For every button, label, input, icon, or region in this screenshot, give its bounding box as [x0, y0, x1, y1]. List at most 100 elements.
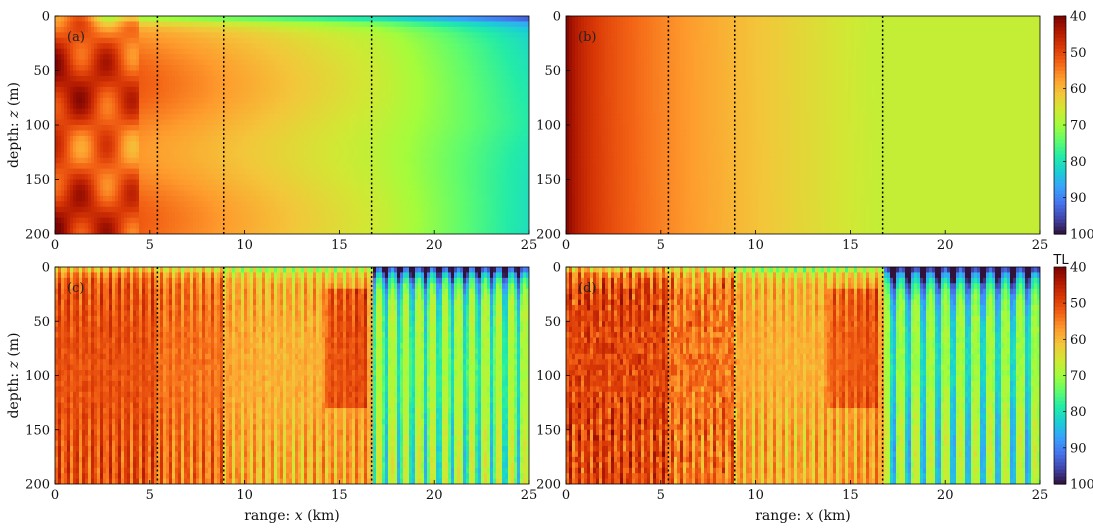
heatmap-cell: [244, 81, 248, 88]
heatmap-cell: [307, 190, 311, 197]
heatmap-cell: [100, 103, 104, 110]
heatmap-cell: [202, 163, 206, 170]
heatmap-cell: [409, 26, 413, 33]
heatmap-cell: [424, 217, 428, 224]
heatmap-cell: [385, 223, 389, 230]
heatmap-cell: [298, 86, 302, 93]
heatmap-cell: [373, 43, 377, 50]
heatmap-cell: [352, 195, 356, 202]
heatmap-cell: [160, 97, 164, 104]
heatmap-cell: [172, 119, 176, 126]
heatmap-cell: [133, 114, 137, 121]
heatmap-cell: [391, 206, 395, 213]
heatmap-cell: [328, 37, 332, 44]
heatmap-cell: [205, 54, 209, 61]
heatmap-cell: [409, 141, 413, 148]
heatmap-cell: [163, 75, 167, 82]
heatmap-cell: [367, 174, 371, 181]
heatmap-cell: [58, 119, 62, 126]
heatmap-cell: [238, 37, 242, 44]
heatmap-cell: [373, 174, 377, 181]
heatmap-cell: [343, 16, 347, 23]
heatmap-cell: [310, 108, 314, 115]
heatmap-cell: [61, 146, 65, 153]
heatmap-cell: [310, 125, 314, 132]
heatmap-cell: [319, 26, 323, 33]
heatmap-cell: [184, 37, 188, 44]
heatmap-cell: [130, 70, 134, 77]
heatmap-cell: [187, 114, 191, 121]
heatmap-cell: [415, 190, 419, 197]
heatmap-cell: [82, 32, 86, 39]
heatmap-cell: [346, 223, 350, 230]
heatmap-cell: [271, 16, 275, 23]
heatmap-cell: [373, 125, 377, 132]
heatmap-cell: [265, 206, 269, 213]
heatmap-cell: [304, 70, 308, 77]
heatmap-cell: [343, 174, 347, 181]
heatmap-cell: [205, 108, 209, 115]
heatmap-cell: [331, 26, 335, 33]
heatmap-cell: [214, 146, 218, 153]
heatmap-cell: [418, 217, 422, 224]
heatmap-cell: [250, 65, 254, 72]
heatmap-cell: [415, 201, 419, 208]
heatmap-cell: [412, 65, 416, 72]
heatmap-cell: [118, 163, 122, 170]
heatmap-cell: [208, 16, 212, 23]
heatmap-cell: [82, 92, 86, 99]
heatmap-cell: [124, 32, 128, 39]
heatmap-cell: [73, 119, 77, 126]
heatmap-cell: [262, 152, 266, 159]
heatmap-cell: [295, 146, 299, 153]
heatmap-cell: [136, 135, 140, 142]
heatmap-cell: [415, 59, 419, 66]
heatmap-cell: [313, 141, 317, 148]
heatmap-cell: [232, 16, 236, 23]
heatmap-cell: [310, 75, 314, 82]
heatmap-cell: [106, 152, 110, 159]
heatmap-cell: [322, 217, 326, 224]
heatmap-cell: [220, 195, 224, 202]
heatmap-cell: [280, 43, 284, 50]
heatmap-cell: [79, 59, 83, 66]
heatmap-cell: [298, 184, 302, 191]
heatmap-cell: [76, 201, 80, 208]
heatmap-cell: [229, 16, 233, 23]
heatmap-cell: [286, 92, 290, 99]
heatmap-cell: [223, 217, 227, 224]
heatmap-cell: [112, 81, 116, 88]
heatmap-cell: [88, 163, 92, 170]
heatmap-cell: [121, 152, 125, 159]
heatmap-cell: [289, 223, 293, 230]
heatmap-cell: [298, 32, 302, 39]
heatmap-cell: [190, 163, 194, 170]
heatmap-cell: [340, 179, 344, 186]
heatmap-cell: [283, 119, 287, 126]
heatmap-cell: [118, 130, 122, 137]
heatmap-cell: [91, 16, 95, 23]
heatmap-cell: [271, 103, 275, 110]
heatmap-cell: [220, 130, 224, 137]
heatmap-cell: [301, 141, 305, 148]
heatmap-cell: [181, 141, 185, 148]
heatmap-cell: [118, 114, 122, 121]
heatmap-cell: [85, 217, 89, 224]
heatmap-cell: [169, 228, 173, 234]
heatmap-cell: [250, 206, 254, 213]
heatmap-cell: [103, 163, 107, 170]
heatmap-cell: [403, 135, 407, 142]
heatmap-cell: [319, 201, 323, 208]
heatmap-cell: [295, 201, 299, 208]
heatmap-cell: [406, 65, 410, 72]
heatmap-cell: [175, 223, 179, 230]
heatmap-cell: [151, 125, 155, 132]
heatmap-cell: [301, 92, 305, 99]
heatmap-cell: [415, 43, 419, 50]
heatmap-cell: [400, 168, 404, 175]
heatmap-cell: [316, 163, 320, 170]
heatmap-cell: [106, 54, 110, 61]
heatmap-cell: [115, 152, 119, 159]
heatmap-cell: [328, 157, 332, 164]
heatmap-cell: [391, 37, 395, 44]
